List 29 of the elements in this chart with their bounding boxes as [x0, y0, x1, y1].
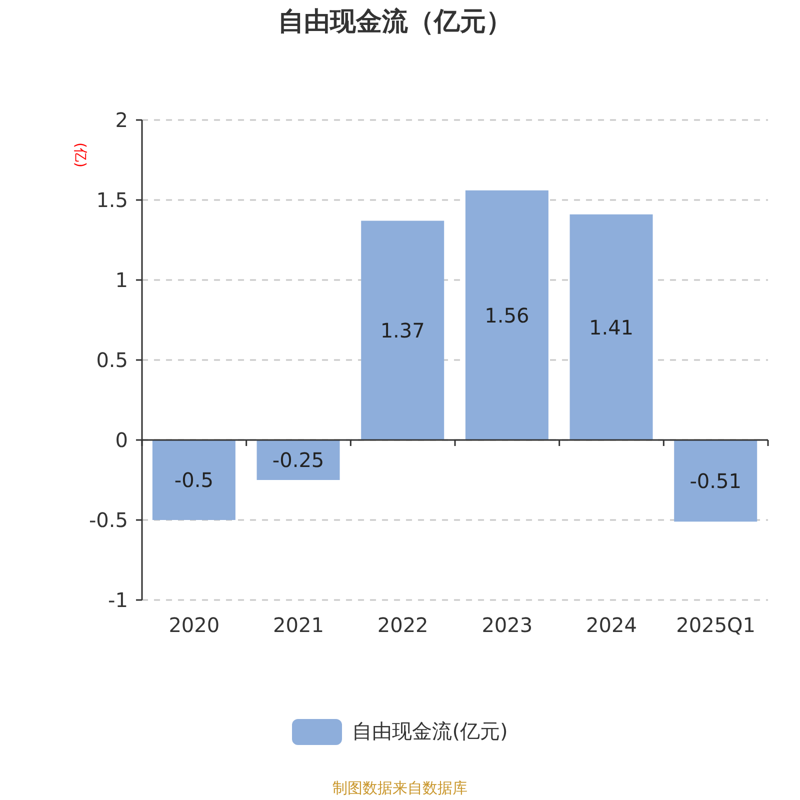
data-label: -0.5 [174, 468, 214, 492]
y-tick-label: -1 [108, 588, 128, 612]
x-tick-label: 2020 [168, 613, 220, 638]
y-tick-label: 1 [115, 268, 128, 292]
x-tick-label: 2024 [586, 613, 637, 638]
data-label: -0.51 [690, 468, 742, 493]
x-tick-label: 2023 [482, 613, 533, 638]
y-tick-label: 0 [115, 428, 128, 452]
y-tick-label: 1.5 [96, 188, 128, 212]
bar [465, 190, 548, 440]
y-tick-label: 2 [115, 108, 128, 132]
bar [570, 214, 653, 440]
bar [152, 440, 236, 520]
x-tick-label: 2021 [273, 613, 324, 638]
data-label: 1.37 [380, 318, 425, 342]
y-tick-label: -0.5 [88, 508, 128, 532]
data-label: 1.56 [484, 303, 530, 328]
data-label: -0.25 [272, 448, 324, 472]
bar [256, 440, 340, 480]
legend-label: 自由现金流(亿元) [352, 719, 508, 743]
y-axis-title: (亿) [72, 142, 88, 168]
data-label: 1.41 [589, 315, 634, 340]
bar [361, 220, 444, 440]
text: 制图数据来自数据库 [332, 779, 468, 797]
chart-title: 自由现金流（亿元） [278, 7, 512, 37]
x-tick-label: 2022 [377, 613, 428, 638]
bar [674, 440, 758, 522]
x-tick-label: 2025Q1 [676, 613, 756, 638]
y-tick-label: 0.5 [96, 348, 128, 372]
